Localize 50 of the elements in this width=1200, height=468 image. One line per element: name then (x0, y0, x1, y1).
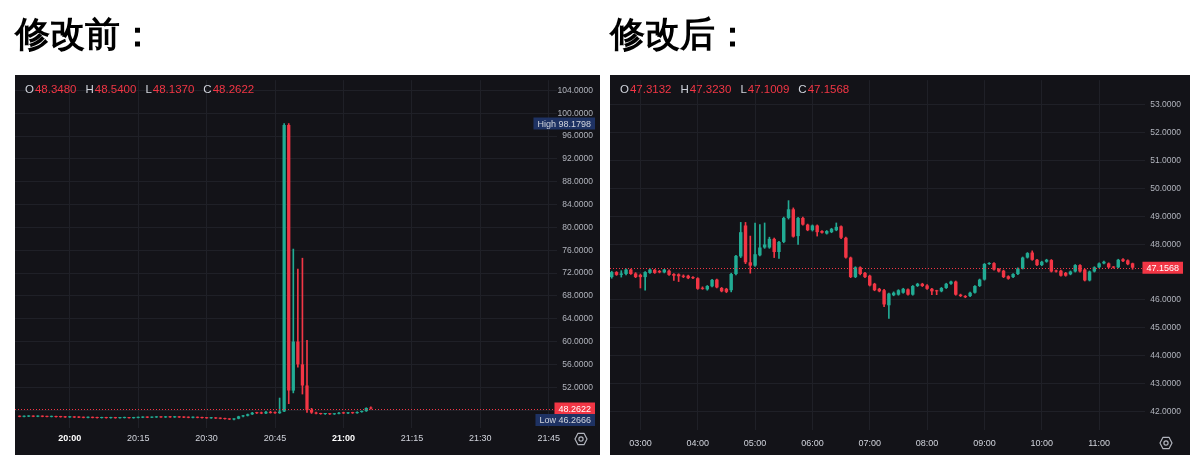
x-tick-label: 20:45 (263, 432, 287, 443)
x-tick-label: 07:00 (858, 437, 882, 448)
x-tick-label: 08:00 (915, 437, 939, 448)
chart-title: 修改前： (15, 13, 155, 56)
y-tick-label: 80.0000 (562, 221, 594, 232)
x-tick-label: 03:00 (629, 437, 652, 448)
y-tick-label: 88.0000 (562, 176, 594, 187)
ref-line-label: 48.2622 (558, 403, 591, 414)
y-tick-label: 53.0000 (1150, 99, 1182, 109)
y-tick-label: 49.0000 (1150, 210, 1182, 221)
x-tick-label: 09:00 (973, 437, 996, 448)
y-tick-label: 100.0000 (557, 107, 594, 118)
y-tick-label: 52.0000 (562, 381, 594, 392)
y-tick-label: 45.0000 (1150, 322, 1182, 333)
y-tick-label: 43.0000 (1150, 378, 1182, 389)
y-tick-label: 96.0000 (562, 130, 594, 141)
x-tick-label: 04:00 (686, 437, 709, 448)
y-tick-label: 44.0000 (1150, 350, 1182, 361)
x-tick-label: 10:00 (1030, 437, 1054, 448)
y-tick-label: 84.0000 (562, 198, 594, 209)
y-tick-label: 104.0000 (557, 84, 594, 95)
y-tick-label: 50.0000 (1150, 182, 1182, 193)
chart-title: 修改后： (610, 13, 750, 56)
y-tick-label: 46.0000 (1150, 294, 1182, 305)
y-tick-label: 76.0000 (562, 244, 594, 255)
y-tick-label: 48.0000 (1150, 238, 1182, 249)
x-tick-label: 11:00 (1088, 437, 1111, 448)
x-tick-label: 05:00 (743, 437, 767, 448)
annotation: High 98.1798 (537, 118, 591, 129)
ref-line-label: 47.1568 (1146, 262, 1179, 273)
y-tick-label: 92.0000 (562, 153, 594, 164)
x-tick-label: 20:15 (126, 432, 150, 443)
x-tick-label: 21:00 (331, 432, 355, 443)
x-tick-label: 20:00 (58, 432, 82, 443)
y-tick-label: 51.0000 (1150, 154, 1182, 165)
x-tick-label: 21:15 (400, 432, 424, 443)
x-tick-label: 20:30 (195, 432, 218, 443)
annotation: O47.3132 H47.3230 L47.1009 C47.1568 (620, 83, 850, 96)
y-tick-label: 52.0000 (1150, 126, 1182, 137)
annotation: O48.3480 H48.5400 L48.1370 C48.2622 (25, 83, 255, 96)
y-tick-label: 60.0000 (562, 335, 594, 346)
x-tick-label: 21:30 (469, 432, 492, 443)
y-tick-label: 72.0000 (562, 267, 594, 278)
y-tick-label: 64.0000 (562, 313, 594, 324)
x-tick-label: 21:45 (537, 432, 561, 443)
y-tick-label: 42.0000 (1150, 405, 1182, 416)
annotation: Low 46.2666 (539, 414, 591, 425)
y-tick-label: 68.0000 (562, 290, 594, 301)
y-tick-label: 56.0000 (562, 358, 594, 369)
x-tick-label: 06:00 (801, 437, 824, 448)
